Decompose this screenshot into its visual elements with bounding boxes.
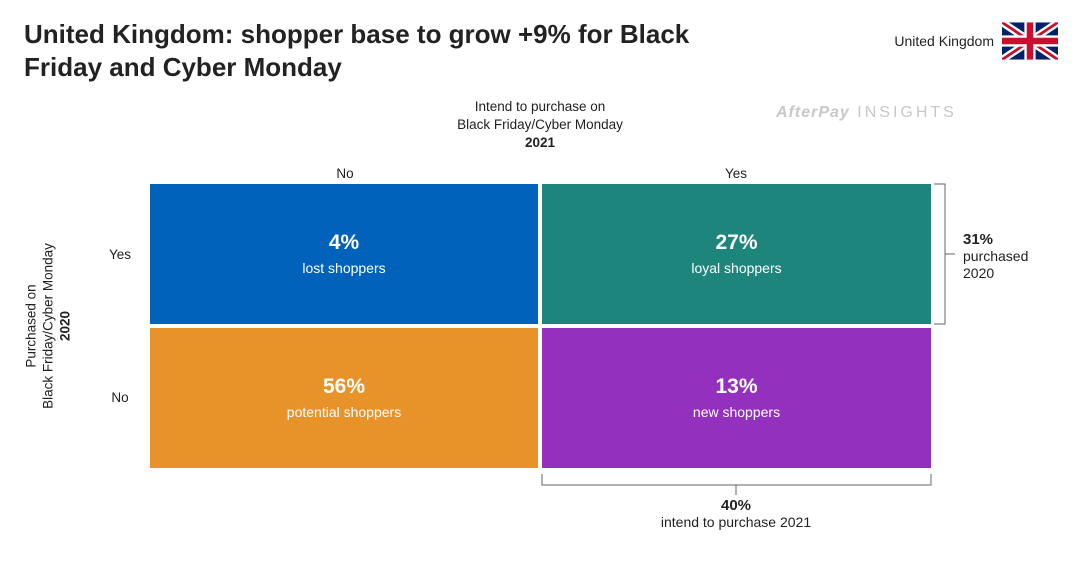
column-label-yes: Yes xyxy=(724,166,748,181)
column-header-line1: Intend to purchase on xyxy=(474,99,606,114)
row-label-yes: Yes xyxy=(108,247,132,262)
brand-logo-text: AfterPay xyxy=(776,104,850,121)
column-summary-label: intend to purchase 2021 xyxy=(660,514,812,530)
row-summary-line1: purchased xyxy=(963,248,1029,264)
cell-new-shoppers: 13% new shoppers xyxy=(542,328,931,468)
row-summary: 31% purchased 2020 xyxy=(963,231,1028,282)
cell-label: lost shoppers xyxy=(302,260,386,276)
column-label-no: No xyxy=(336,166,354,181)
column-header-year: 2021 xyxy=(524,135,556,150)
row-summary-percent: 31% xyxy=(963,231,994,248)
cell-label: potential shoppers xyxy=(286,404,402,420)
cell-loyal-shoppers: 27% loyal shoppers xyxy=(542,184,931,324)
row-summary-line2: 2020 xyxy=(963,265,995,281)
page-title: United Kingdom: shopper base to grow +9%… xyxy=(24,19,690,82)
brand-logo: AfterPay INSIGHTS xyxy=(776,104,957,122)
column-bracket xyxy=(541,474,932,495)
cell-label: loyal shoppers xyxy=(691,260,782,276)
row-bracket xyxy=(934,183,955,325)
column-summary: 40% intend to purchase 2021 xyxy=(600,497,872,531)
cell-percent: 13% xyxy=(715,375,758,398)
uk-flag-icon xyxy=(1002,22,1058,60)
country-label: United Kingdom xyxy=(894,33,994,49)
cell-label: new shoppers xyxy=(692,404,781,420)
column-header: Intend to purchase on Black Friday/Cyber… xyxy=(390,98,690,152)
row-label-no: No xyxy=(111,390,129,405)
brand-suffix: INSIGHTS xyxy=(857,104,957,121)
cell-percent: 27% xyxy=(715,231,758,254)
cell-percent: 56% xyxy=(322,375,366,398)
cell-lost-shoppers: 4% lost shoppers xyxy=(150,184,538,324)
column-header-line2: Black Friday/Cyber Monday xyxy=(457,117,623,132)
cell-percent: 4% xyxy=(328,231,360,254)
column-summary-percent: 40% xyxy=(720,497,752,514)
cell-potential-shoppers: 56% potential shoppers xyxy=(150,328,538,468)
